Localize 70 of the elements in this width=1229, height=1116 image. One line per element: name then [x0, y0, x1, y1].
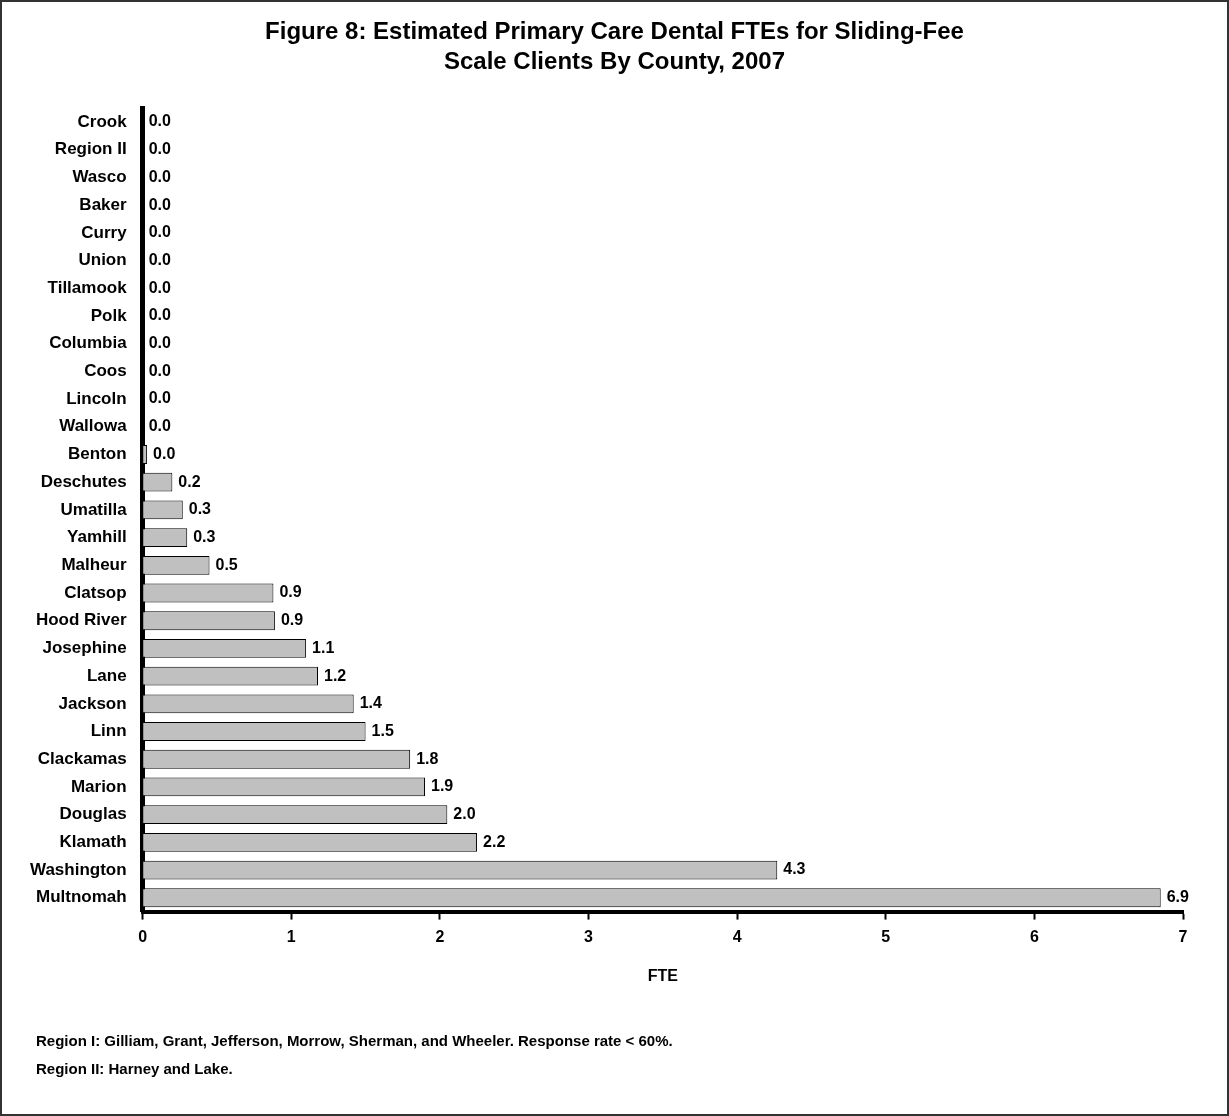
y-tick-label: Linn — [90, 721, 127, 741]
y-tick-label: Columbia — [49, 333, 128, 353]
y-tick-label: Yamhill — [67, 527, 127, 547]
data-label: 0.0 — [148, 112, 171, 130]
x-tick-label: 5 — [881, 927, 891, 945]
x-tick-label: 7 — [1178, 927, 1188, 945]
y-tick-label: Wasco — [72, 167, 127, 187]
y-tick-label: Tillamook — [47, 277, 128, 297]
y-tick-label: Region II — [54, 139, 127, 159]
x-tick-label: 1 — [286, 927, 296, 945]
x-tick-label: 2 — [435, 927, 445, 945]
data-label: 2.2 — [483, 832, 506, 850]
data-label: 0.5 — [215, 555, 238, 573]
text: Region I: Gilliam, Grant, Jefferson, Morrow, Sherman, and Wheeler. Response rate < 60%. — [36, 1031, 673, 1051]
y-tick-label: Umatilla — [60, 499, 128, 519]
y-tick-label: Klamath — [59, 832, 127, 852]
chart-title: Figure 8: Estimated Primary Care Dental FTEs for Sliding-Fee Scale Clients By County, 2007 — [264, 16, 965, 76]
data-label: 0.3 — [193, 528, 216, 546]
data-label: 0.0 — [148, 389, 171, 407]
data-label: 6.9 — [1166, 888, 1190, 906]
data-label: 0.0 — [148, 140, 171, 158]
y-tick-label: Wallowa — [59, 416, 128, 436]
y-tick-label: Clatsop — [64, 582, 127, 602]
data-label: 0.0 — [148, 278, 171, 296]
data-label: 1.4 — [359, 694, 383, 712]
x-tick-label: 6 — [1029, 927, 1039, 945]
y-tick-label: Benton — [68, 444, 127, 464]
x-tick-label: 0 — [138, 927, 148, 945]
data-label: 1.2 — [324, 666, 347, 684]
y-tick-label: Lincoln — [66, 388, 127, 408]
y-tick-label: Clackamas — [37, 748, 127, 768]
text: Region II: Harney and Lake. — [36, 1059, 234, 1079]
x-axis-title: FTE — [647, 966, 679, 984]
y-tick-label: Lane — [86, 665, 127, 685]
x-tick-label: 4 — [732, 927, 742, 945]
y-tick-label: Malheur — [61, 554, 127, 574]
data-label: 0.0 — [148, 334, 171, 352]
data-label: 0.0 — [148, 223, 171, 241]
data-label: 0.3 — [188, 500, 212, 518]
data-label: 1.9 — [431, 777, 454, 795]
y-tick-label: Hood River — [35, 610, 127, 630]
data-label: 0.0 — [153, 444, 176, 462]
data-label: 4.3 — [783, 860, 806, 878]
y-tick-label: Marion — [70, 776, 127, 796]
data-label: 2.0 — [453, 805, 476, 823]
data-label: 0.0 — [148, 250, 171, 268]
data-label: 0.0 — [148, 361, 171, 379]
y-tick-label: Curry — [81, 222, 128, 242]
data-label: 0.0 — [148, 417, 171, 435]
data-label: 0.0 — [148, 306, 171, 324]
y-tick-label: Baker — [79, 194, 127, 214]
data-label: 0.2 — [178, 472, 201, 490]
x-tick-label: 3 — [584, 927, 594, 945]
data-label: 0.0 — [148, 195, 171, 213]
y-tick-label: Douglas — [59, 804, 127, 824]
y-tick-label: Washington — [29, 859, 127, 879]
y-tick-label: Union — [78, 250, 127, 270]
y-tick-label: Coos — [84, 361, 127, 381]
data-label: 0.0 — [148, 167, 171, 185]
y-tick-label: Josephine — [42, 638, 127, 658]
y-tick-label: Deschutes — [40, 471, 127, 491]
data-label: 0.9 — [279, 583, 302, 601]
data-label: 1.5 — [371, 721, 394, 739]
y-tick-label: Multnomah — [35, 887, 127, 907]
data-label: 0.9 — [280, 611, 304, 629]
y-tick-label: Jackson — [58, 693, 127, 713]
y-tick-label: Polk — [90, 305, 128, 325]
data-label: 1.1 — [312, 638, 335, 656]
data-label: 1.8 — [416, 749, 439, 767]
y-tick-label: Crook — [77, 111, 128, 131]
